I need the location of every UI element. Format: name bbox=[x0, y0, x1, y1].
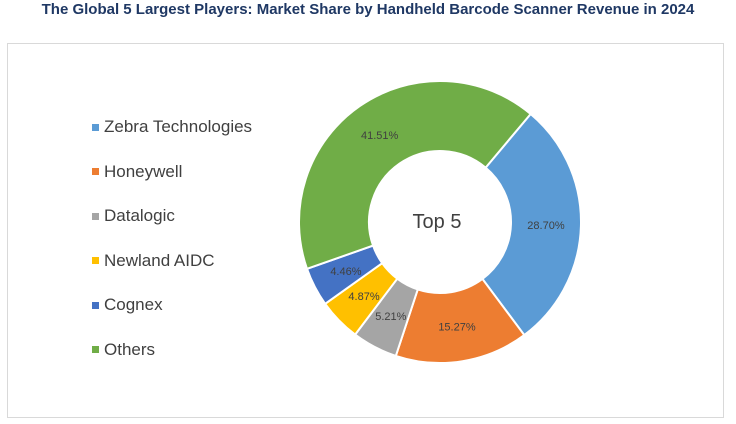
slice-label-datalogic: 5.21% bbox=[375, 311, 406, 323]
legend-item-others: Others bbox=[92, 328, 252, 373]
legend-label: Cognex bbox=[104, 295, 163, 315]
slice-label-zebra-technologies: 28.70% bbox=[527, 220, 565, 232]
slice-others bbox=[298, 80, 533, 271]
legend-item-newland-aidc: Newland AIDC bbox=[92, 239, 252, 284]
legend-item-datalogic: Datalogic bbox=[92, 194, 252, 239]
legend-swatch bbox=[92, 257, 99, 265]
legend-item-zebra-technologies: Zebra Technologies bbox=[92, 105, 252, 150]
legend-label: Datalogic bbox=[104, 206, 175, 226]
legend-swatch bbox=[92, 212, 99, 220]
slice-label-honeywell: 15.27% bbox=[438, 322, 476, 334]
legend: Zebra Technologies Honeywell Datalogic Newl… bbox=[92, 105, 252, 372]
legend-label: Newland AIDC bbox=[104, 250, 215, 270]
legend-swatch bbox=[92, 346, 99, 354]
legend-label: Others bbox=[104, 339, 156, 359]
slice-label-cognex: 4.46% bbox=[330, 266, 361, 278]
chart-title: The Global 5 Largest Players: Market Sha… bbox=[41, 1, 695, 18]
legend-label: Zebra Technologies bbox=[104, 117, 253, 137]
donut-center-label: Top 5 bbox=[413, 211, 462, 233]
legend-item-cognex: Cognex bbox=[92, 283, 252, 328]
slice-zebra-technologies bbox=[481, 112, 582, 337]
legend-swatch bbox=[92, 123, 99, 131]
slice-label-newland-aidc: 4.87% bbox=[348, 291, 379, 303]
slice-label-others: 41.51% bbox=[361, 130, 399, 142]
legend-swatch bbox=[92, 168, 99, 176]
legend-label: Honeywell bbox=[104, 161, 183, 181]
legend-item-honeywell: Honeywell bbox=[92, 150, 252, 195]
legend-swatch bbox=[92, 301, 99, 309]
